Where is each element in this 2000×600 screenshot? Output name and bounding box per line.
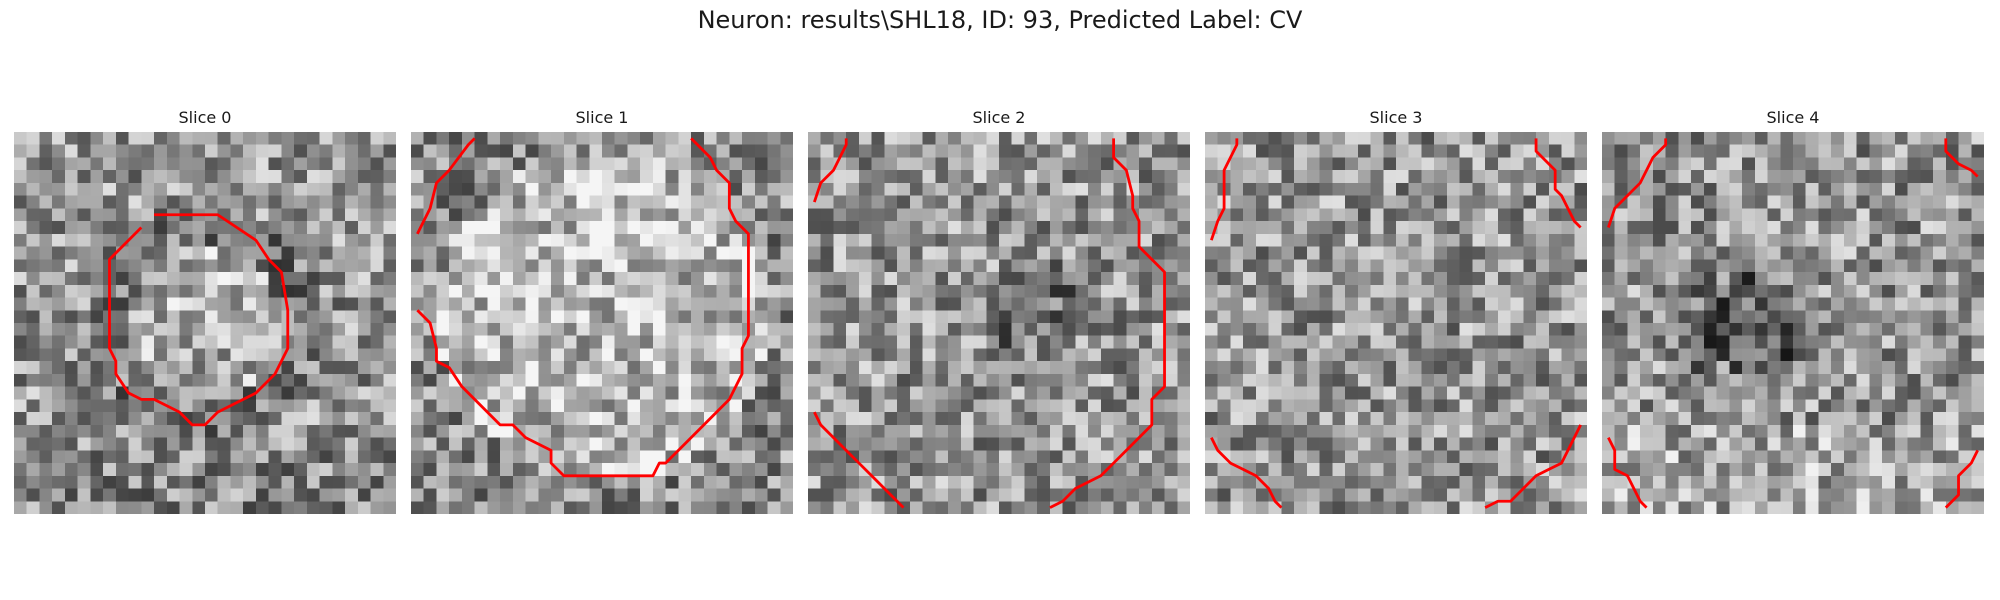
figure-title: Neuron: results\SHL18, ID: 93, Predicted… <box>697 6 1303 34</box>
panel-title: Slice 4 <box>1766 108 1820 127</box>
contour-segment <box>108 213 290 427</box>
panel-title: Slice 2 <box>972 108 1026 127</box>
panel-slice-3: Slice 3 <box>1205 108 1587 514</box>
panel-slice-0: Slice 0 <box>14 108 396 514</box>
contour-segment <box>1607 138 1668 228</box>
neuron-contour-overlay <box>813 138 1166 509</box>
grayscale-image <box>14 132 396 514</box>
contour-segment <box>1210 436 1283 509</box>
panel-title: Slice 3 <box>1369 108 1423 127</box>
neuron-contour-overlay <box>416 137 750 478</box>
contour-segment <box>416 137 750 478</box>
neuron-contour-overlay <box>1607 138 1979 509</box>
neuron-contour-overlay <box>108 213 290 427</box>
contour-segment <box>813 411 905 509</box>
contour-segment <box>1607 436 1648 509</box>
panel-slice-4: Slice 4 <box>1602 108 1984 514</box>
contour-segment <box>1944 449 1979 509</box>
panel-slice-2: Slice 2 <box>808 108 1190 514</box>
panel-slice-1: Slice 1 <box>411 108 793 514</box>
contour-segment <box>1534 138 1582 229</box>
grayscale-image <box>1205 132 1587 514</box>
contour-segment <box>813 138 848 203</box>
contour-segment <box>1484 424 1582 509</box>
contour-segment <box>1944 138 1979 178</box>
contour-segment <box>1049 138 1166 509</box>
contour-segment <box>416 137 476 235</box>
panel-title: Slice 1 <box>575 108 629 127</box>
panel-title: Slice 0 <box>178 108 232 127</box>
contour-segment <box>1210 138 1239 241</box>
neuron-contour-overlay <box>1210 138 1582 509</box>
grayscale-image <box>1602 132 1984 514</box>
